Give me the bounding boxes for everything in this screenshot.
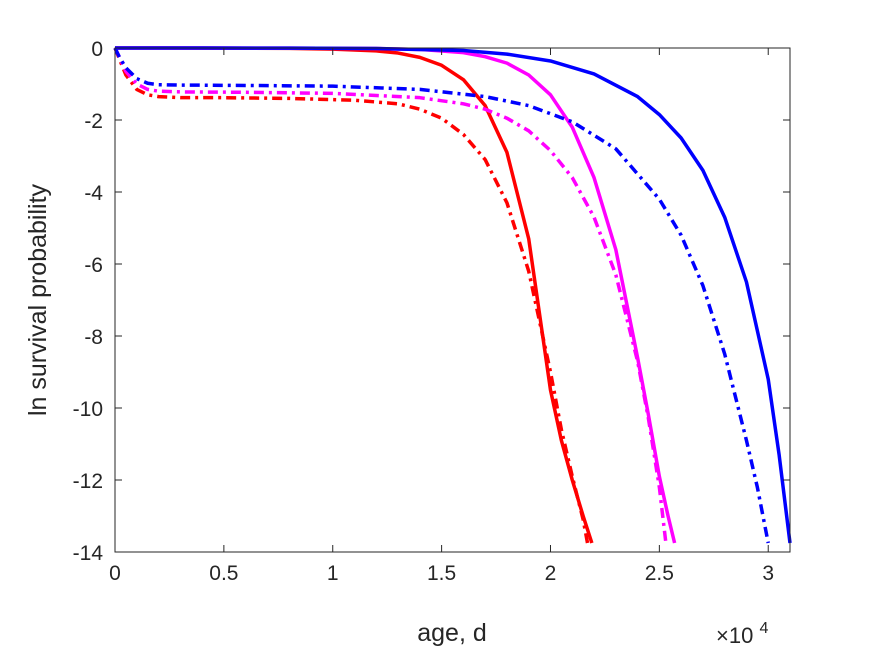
x-tick-label: 1 (327, 562, 339, 585)
x-tick-label: 0 (109, 562, 121, 585)
x-axis-label: age, d (417, 619, 487, 647)
y-tick-layer: 0 -2 -4 -6 -8 -10 -12 -14 (73, 38, 790, 565)
y-tick-label: -10 (73, 398, 103, 421)
plot-frame (114, 47, 791, 553)
x-tick-label: 2 (545, 562, 557, 585)
x-tick-layer: 0 0.5 1 1.5 2 2.5 3 (109, 48, 774, 585)
series-line-4 (113, 47, 590, 544)
plot-area (115, 48, 790, 552)
y-tick-label: -2 (84, 110, 103, 133)
x-tick-label: 1.5 (427, 562, 456, 585)
x-tick-label: 3 (762, 562, 774, 585)
x-tick-label: 0.5 (209, 562, 238, 585)
y-tick-label: -14 (73, 542, 104, 565)
x-axis-exponent-power: 4 (759, 620, 768, 637)
y-tick-label: 0 (91, 38, 103, 61)
x-axis-exponent-prefix: ×10 (716, 623, 753, 648)
y-tick-label: -4 (84, 182, 103, 205)
series-line-6 (113, 47, 770, 544)
y-tick-label: -8 (84, 326, 103, 349)
x-tick-label: 2.5 (645, 562, 674, 585)
y-tick-label: -12 (73, 470, 103, 493)
y-tick-label: -6 (84, 254, 103, 277)
y-axis-label: ln survival probability (24, 183, 52, 416)
series-line-5 (113, 47, 668, 544)
x-axis-exponent: ×10 4 (716, 620, 768, 648)
